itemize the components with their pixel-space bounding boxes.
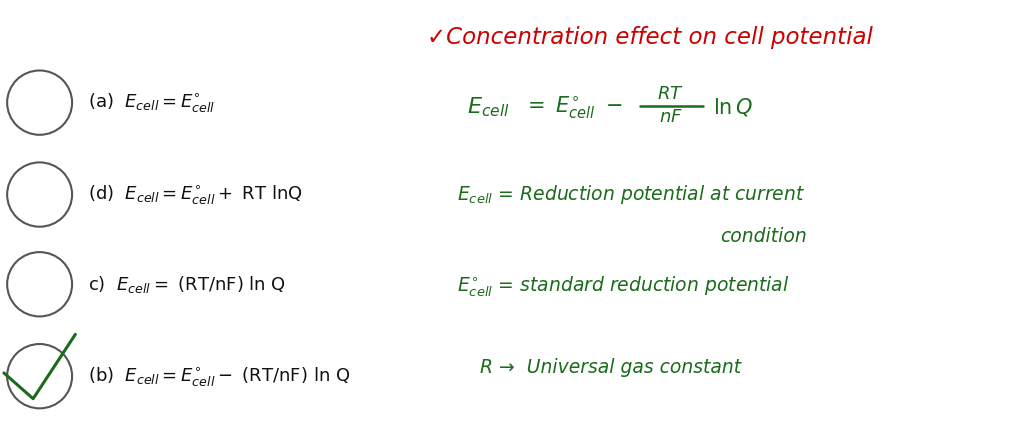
Text: R →  Universal gas constant: R → Universal gas constant <box>480 358 741 377</box>
Text: (d)  $E_{cell} = E^{\circ}_{cell} + $ RT lnQ: (d) $E_{cell} = E^{\circ}_{cell} + $ RT … <box>88 183 303 206</box>
Text: (a)  $E_{cell} = E^{\circ}_{cell}$: (a) $E_{cell} = E^{\circ}_{cell}$ <box>88 91 215 114</box>
Text: $\ln Q$: $\ln Q$ <box>714 96 754 118</box>
Text: $nF$: $nF$ <box>658 108 683 126</box>
Text: (b)  $E_{cell} = E^{\circ}_{cell} - $ (RT/nF) ln Q: (b) $E_{cell} = E^{\circ}_{cell} - $ (RT… <box>88 365 350 388</box>
Text: $= \ E^{\circ}_{cell}\ -$: $= \ E^{\circ}_{cell}\ -$ <box>522 94 622 120</box>
Text: c)  $E_{cell} = $ (RT/nF) ln Q: c) $E_{cell} = $ (RT/nF) ln Q <box>88 274 287 295</box>
Text: $E_{cell}$: $E_{cell}$ <box>467 95 510 119</box>
Text: $E^{\circ}_{cell}$ = standard reduction potential: $E^{\circ}_{cell}$ = standard reduction … <box>457 274 790 299</box>
Text: ✓Concentration effect on cell potential: ✓Concentration effect on cell potential <box>427 26 872 49</box>
Text: condition: condition <box>721 227 807 246</box>
Text: $E_{cell}$ = Reduction potential at current: $E_{cell}$ = Reduction potential at curr… <box>457 183 805 206</box>
Text: $RT$: $RT$ <box>657 85 684 103</box>
